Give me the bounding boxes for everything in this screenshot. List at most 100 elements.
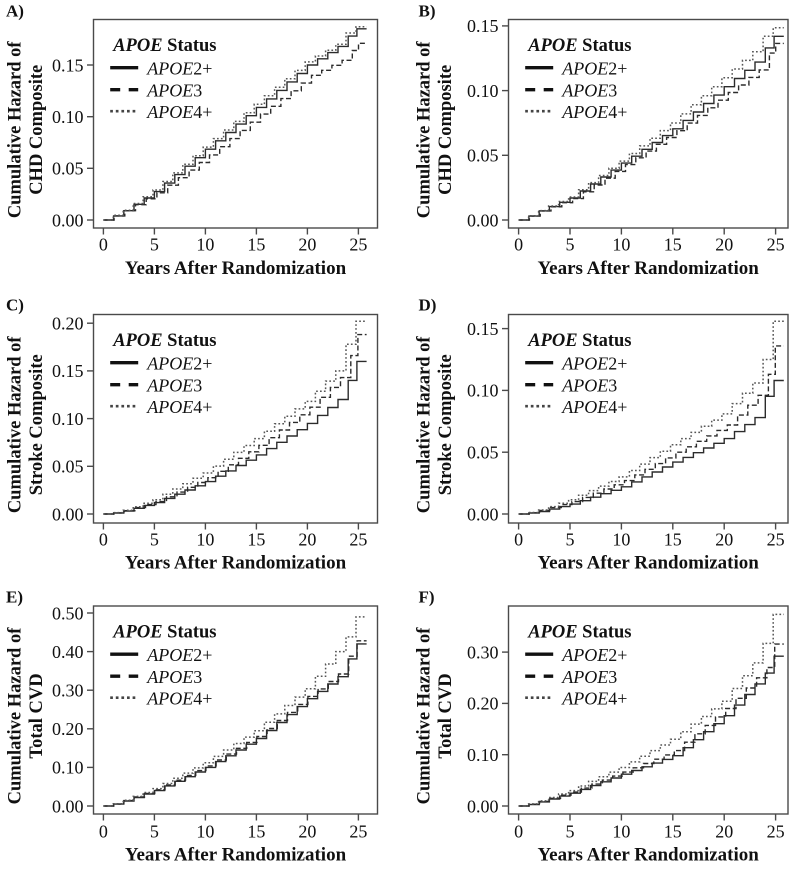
svg-text:0.20: 0.20 <box>52 719 84 739</box>
svg-text:Total CVD: Total CVD <box>436 673 456 758</box>
svg-text:0.00: 0.00 <box>467 796 499 816</box>
svg-text:F): F) <box>419 588 435 607</box>
svg-text:APOE4+: APOE4+ <box>146 689 212 709</box>
svg-text:APOE2+: APOE2+ <box>146 59 212 79</box>
svg-text:Cumulative Hazard of: Cumulative Hazard of <box>6 41 26 219</box>
svg-text:APOE3: APOE3 <box>146 667 202 687</box>
svg-text:APOE4+: APOE4+ <box>561 102 627 122</box>
svg-text:APOE3: APOE3 <box>561 81 617 101</box>
svg-text:0.10: 0.10 <box>467 81 499 101</box>
svg-text:0.50: 0.50 <box>52 603 84 623</box>
svg-text:A): A) <box>6 2 24 21</box>
svg-text:APOE3: APOE3 <box>146 81 202 101</box>
svg-text:10: 10 <box>196 530 214 550</box>
svg-text:APOE Status: APOE Status <box>527 36 631 56</box>
svg-text:APOE2+: APOE2+ <box>146 645 212 665</box>
svg-text:APOE2+: APOE2+ <box>561 59 627 79</box>
svg-text:0.30: 0.30 <box>52 681 84 701</box>
svg-text:20: 20 <box>715 234 733 254</box>
svg-text:0.05: 0.05 <box>467 443 499 463</box>
svg-text:25: 25 <box>349 530 367 550</box>
svg-text:0.15: 0.15 <box>52 55 84 75</box>
svg-text:0: 0 <box>514 530 523 550</box>
svg-text:APOE Status: APOE Status <box>527 331 631 351</box>
svg-text:Stroke Composite: Stroke Composite <box>436 354 456 495</box>
svg-text:0.10: 0.10 <box>467 381 499 401</box>
svg-text:20: 20 <box>298 234 316 254</box>
svg-text:0.30: 0.30 <box>467 642 499 662</box>
svg-text:Cumulative Hazard of: Cumulative Hazard of <box>415 627 435 805</box>
svg-text:25: 25 <box>767 530 785 550</box>
svg-text:5: 5 <box>566 822 575 842</box>
svg-text:5: 5 <box>566 530 575 550</box>
svg-text:Years After Randomization: Years After Randomization <box>538 553 760 574</box>
svg-text:Years After Randomization: Years After Randomization <box>125 258 347 279</box>
svg-text:25: 25 <box>349 822 367 842</box>
svg-text:APOE2+: APOE2+ <box>561 645 627 665</box>
svg-text:Years After Randomization: Years After Randomization <box>125 844 347 865</box>
svg-text:0.15: 0.15 <box>52 361 84 381</box>
svg-text:0.05: 0.05 <box>52 457 84 477</box>
svg-text:Years After Randomization: Years After Randomization <box>125 553 347 574</box>
svg-text:15: 15 <box>664 530 682 550</box>
svg-text:0.00: 0.00 <box>467 504 499 524</box>
svg-text:15: 15 <box>247 822 265 842</box>
svg-text:CHD Composite: CHD Composite <box>27 65 47 195</box>
svg-text:APOE2+: APOE2+ <box>561 354 627 374</box>
svg-text:0.05: 0.05 <box>52 159 84 179</box>
svg-text:APOE2+: APOE2+ <box>146 354 212 374</box>
svg-text:15: 15 <box>247 234 265 254</box>
svg-text:20: 20 <box>715 822 733 842</box>
svg-text:10: 10 <box>612 822 630 842</box>
svg-text:25: 25 <box>767 234 785 254</box>
svg-text:5: 5 <box>150 530 159 550</box>
svg-text:Years After Randomization: Years After Randomization <box>538 844 760 865</box>
svg-text:Cumulative Hazard of: Cumulative Hazard of <box>6 336 26 514</box>
svg-text:25: 25 <box>349 234 367 254</box>
svg-text:Cumulative Hazard of: Cumulative Hazard of <box>6 627 26 805</box>
svg-text:0.10: 0.10 <box>52 107 84 127</box>
svg-text:APOE4+: APOE4+ <box>561 689 627 709</box>
svg-text:0.20: 0.20 <box>52 314 84 334</box>
svg-text:Cumulative Hazard of: Cumulative Hazard of <box>415 336 435 514</box>
svg-text:B): B) <box>419 2 436 21</box>
svg-text:0.00: 0.00 <box>52 210 84 230</box>
svg-text:15: 15 <box>664 234 682 254</box>
svg-text:APOE3: APOE3 <box>146 376 202 396</box>
svg-text:0.20: 0.20 <box>467 694 499 714</box>
svg-text:5: 5 <box>150 822 159 842</box>
svg-text:APOE Status: APOE Status <box>112 36 216 56</box>
svg-text:0: 0 <box>99 530 108 550</box>
svg-text:APOE4+: APOE4+ <box>561 397 627 417</box>
svg-text:D): D) <box>419 296 437 315</box>
svg-text:5: 5 <box>150 234 159 254</box>
svg-text:0.15: 0.15 <box>467 319 499 339</box>
svg-text:Years After Randomization: Years After Randomization <box>538 258 760 279</box>
svg-text:Stroke Composite: Stroke Composite <box>27 354 47 495</box>
svg-text:0: 0 <box>514 234 523 254</box>
svg-text:0: 0 <box>514 822 523 842</box>
svg-text:20: 20 <box>298 530 316 550</box>
svg-text:15: 15 <box>664 822 682 842</box>
svg-text:20: 20 <box>298 822 316 842</box>
svg-text:0.00: 0.00 <box>52 504 84 524</box>
svg-text:Cumulative Hazard of: Cumulative Hazard of <box>415 41 435 219</box>
svg-text:25: 25 <box>767 822 785 842</box>
svg-text:0: 0 <box>99 234 108 254</box>
svg-text:0.00: 0.00 <box>52 796 84 816</box>
svg-text:APOE Status: APOE Status <box>112 622 216 642</box>
svg-text:Total CVD: Total CVD <box>27 673 47 758</box>
svg-text:E): E) <box>6 588 23 607</box>
svg-text:0.00: 0.00 <box>467 210 499 230</box>
svg-text:0.10: 0.10 <box>52 758 84 778</box>
svg-text:10: 10 <box>196 822 214 842</box>
svg-text:0.10: 0.10 <box>467 745 499 765</box>
svg-text:CHD Composite: CHD Composite <box>436 65 456 195</box>
svg-text:20: 20 <box>715 530 733 550</box>
svg-text:0.05: 0.05 <box>467 146 499 166</box>
svg-text:10: 10 <box>612 234 630 254</box>
svg-text:APOE4+: APOE4+ <box>146 102 212 122</box>
svg-text:APOE Status: APOE Status <box>112 331 216 351</box>
svg-text:0.10: 0.10 <box>52 409 84 429</box>
svg-text:0.15: 0.15 <box>467 16 499 36</box>
